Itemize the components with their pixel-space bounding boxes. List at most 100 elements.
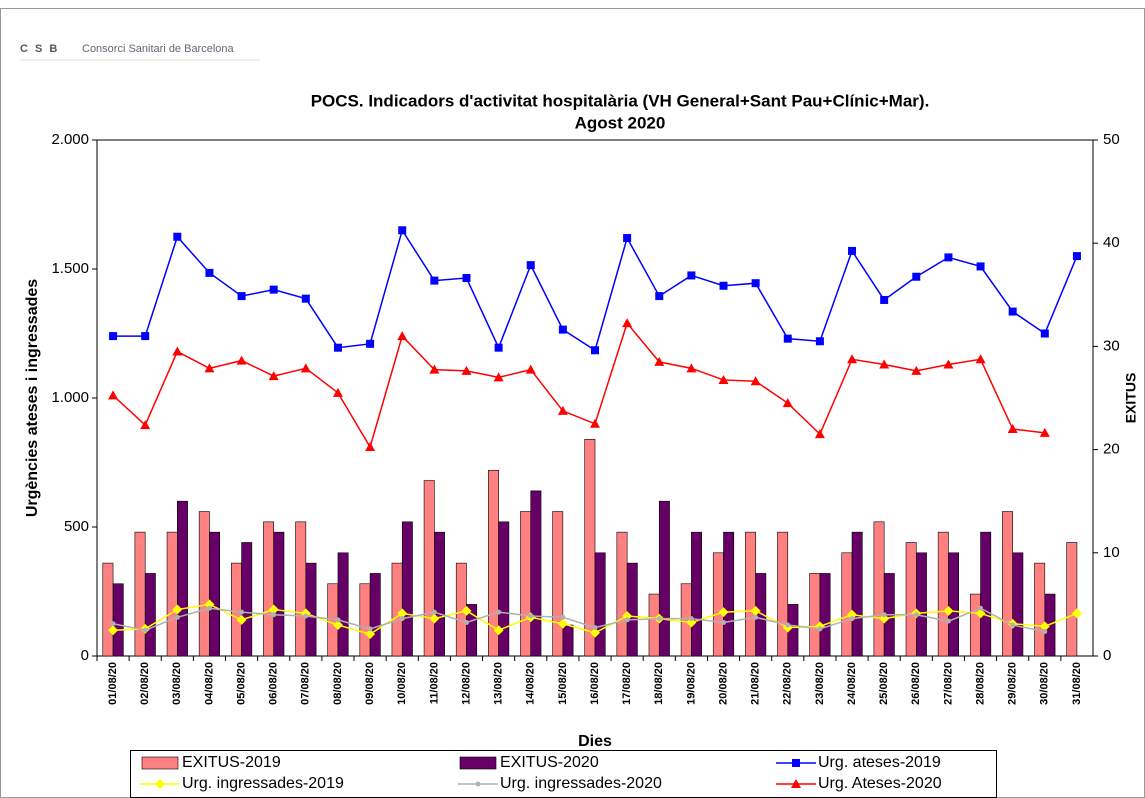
marker (525, 364, 536, 374)
line (112, 321, 1045, 449)
marker (750, 376, 761, 386)
marker (430, 276, 439, 285)
marker (110, 621, 116, 627)
marker (655, 292, 664, 301)
x-tick-label: 30/08/20 (1039, 662, 1051, 705)
chart-title: POCS. Indicadors d'activitat hospitalàri… (311, 91, 930, 110)
marker (206, 605, 212, 611)
bar (1012, 552, 1024, 657)
marker (718, 607, 729, 618)
marker (399, 616, 405, 622)
marker (269, 285, 278, 294)
marker (591, 346, 599, 355)
bar (915, 552, 927, 657)
marker (849, 616, 855, 622)
bar (809, 573, 821, 657)
legend-label: Urg. Ateses-2020 (818, 775, 942, 792)
marker (174, 614, 180, 620)
x-tick-label: 10/08/20 (396, 662, 408, 705)
bar (937, 531, 949, 657)
marker (783, 334, 792, 343)
x-tick-label: 25/08/20 (878, 662, 890, 705)
marker (686, 363, 697, 373)
marker (333, 343, 342, 352)
line (113, 228, 1078, 352)
marker (431, 609, 437, 615)
marker (475, 781, 481, 787)
bar (873, 521, 885, 657)
y-tick-label: 1.000 (51, 389, 89, 406)
marker (791, 779, 801, 788)
legend-label: EXITUS-2020 (500, 754, 599, 771)
marker (879, 359, 890, 369)
marker (943, 359, 954, 369)
x-tick-label: 08/08/20 (332, 662, 344, 705)
y2-axis-label: EXITUS (1123, 373, 1139, 424)
marker (173, 232, 182, 241)
legend-label: Urg. ingressades-2020 (500, 775, 662, 792)
marker (1039, 621, 1050, 632)
bar (723, 531, 735, 657)
marker (526, 261, 535, 270)
marker (785, 622, 791, 628)
logo-name: Consorci Sanitari de Barcelona (82, 43, 235, 55)
marker (463, 619, 469, 625)
y-tick-label: 500 (64, 518, 89, 535)
marker (109, 332, 118, 341)
x-tick-label: 20/08/20 (717, 662, 729, 705)
marker (753, 614, 759, 620)
chart-subtitle: Agost 2020 (575, 113, 666, 132)
marker (557, 618, 568, 629)
bar (691, 531, 702, 657)
marker (237, 292, 246, 301)
marker (975, 354, 986, 364)
bar (134, 531, 146, 657)
bar (626, 562, 638, 657)
marker (560, 614, 566, 620)
marker (912, 272, 921, 281)
marker (557, 405, 568, 415)
marker (172, 604, 183, 615)
marker (303, 613, 309, 619)
marker (528, 613, 534, 619)
marker (366, 339, 375, 348)
x-tick-label: 28/08/20 (974, 662, 986, 705)
bar (273, 531, 285, 657)
bar (745, 531, 756, 657)
marker (622, 611, 633, 622)
x-tick-label: 31/08/20 (1071, 662, 1083, 705)
marker (493, 372, 504, 382)
marker (332, 620, 343, 631)
marker (365, 629, 376, 640)
marker (268, 604, 279, 615)
marker (335, 617, 341, 623)
marker (688, 616, 694, 622)
bar (520, 511, 532, 657)
bar (616, 531, 628, 657)
marker (847, 609, 858, 620)
line (112, 607, 1045, 633)
marker (496, 609, 502, 615)
marker (1071, 608, 1082, 619)
legend (130, 750, 997, 798)
bar (530, 490, 542, 657)
marker (155, 779, 165, 789)
bar (144, 573, 156, 657)
x-tick-label: 11/08/20 (428, 662, 440, 704)
marker (493, 625, 504, 636)
marker (1072, 252, 1081, 261)
y2-tick-label: 50 (1103, 131, 1120, 148)
marker (1008, 307, 1017, 316)
marker (782, 398, 793, 408)
bar (712, 552, 724, 657)
bar (102, 562, 114, 657)
marker (718, 374, 729, 384)
x-tick-label: 02/08/20 (139, 662, 151, 705)
x-tick-label: 16/08/20 (589, 662, 601, 705)
x-tick-label: 06/08/20 (268, 662, 280, 705)
marker (1007, 423, 1018, 433)
marker (879, 613, 890, 624)
logo-mark: C S B (20, 43, 59, 55)
marker (944, 253, 953, 262)
bar (198, 511, 210, 657)
